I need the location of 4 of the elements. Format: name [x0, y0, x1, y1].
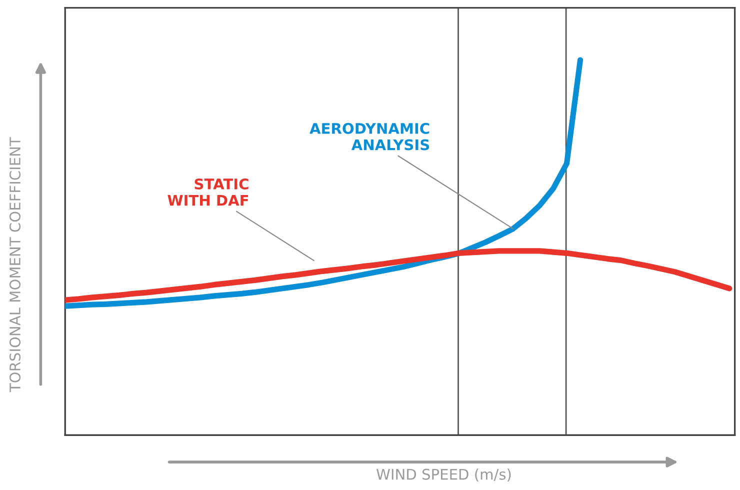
annotation: STATIC WITH DAF: [168, 178, 248, 206]
y-axis-title: TORSIONAL MOMENT COEFFICIENT: [9, 137, 21, 392]
annotation: AERODYNAMIC ANALYSIS: [310, 122, 430, 150]
x-axis-title: WIND SPEED (m/s): [376, 468, 511, 482]
